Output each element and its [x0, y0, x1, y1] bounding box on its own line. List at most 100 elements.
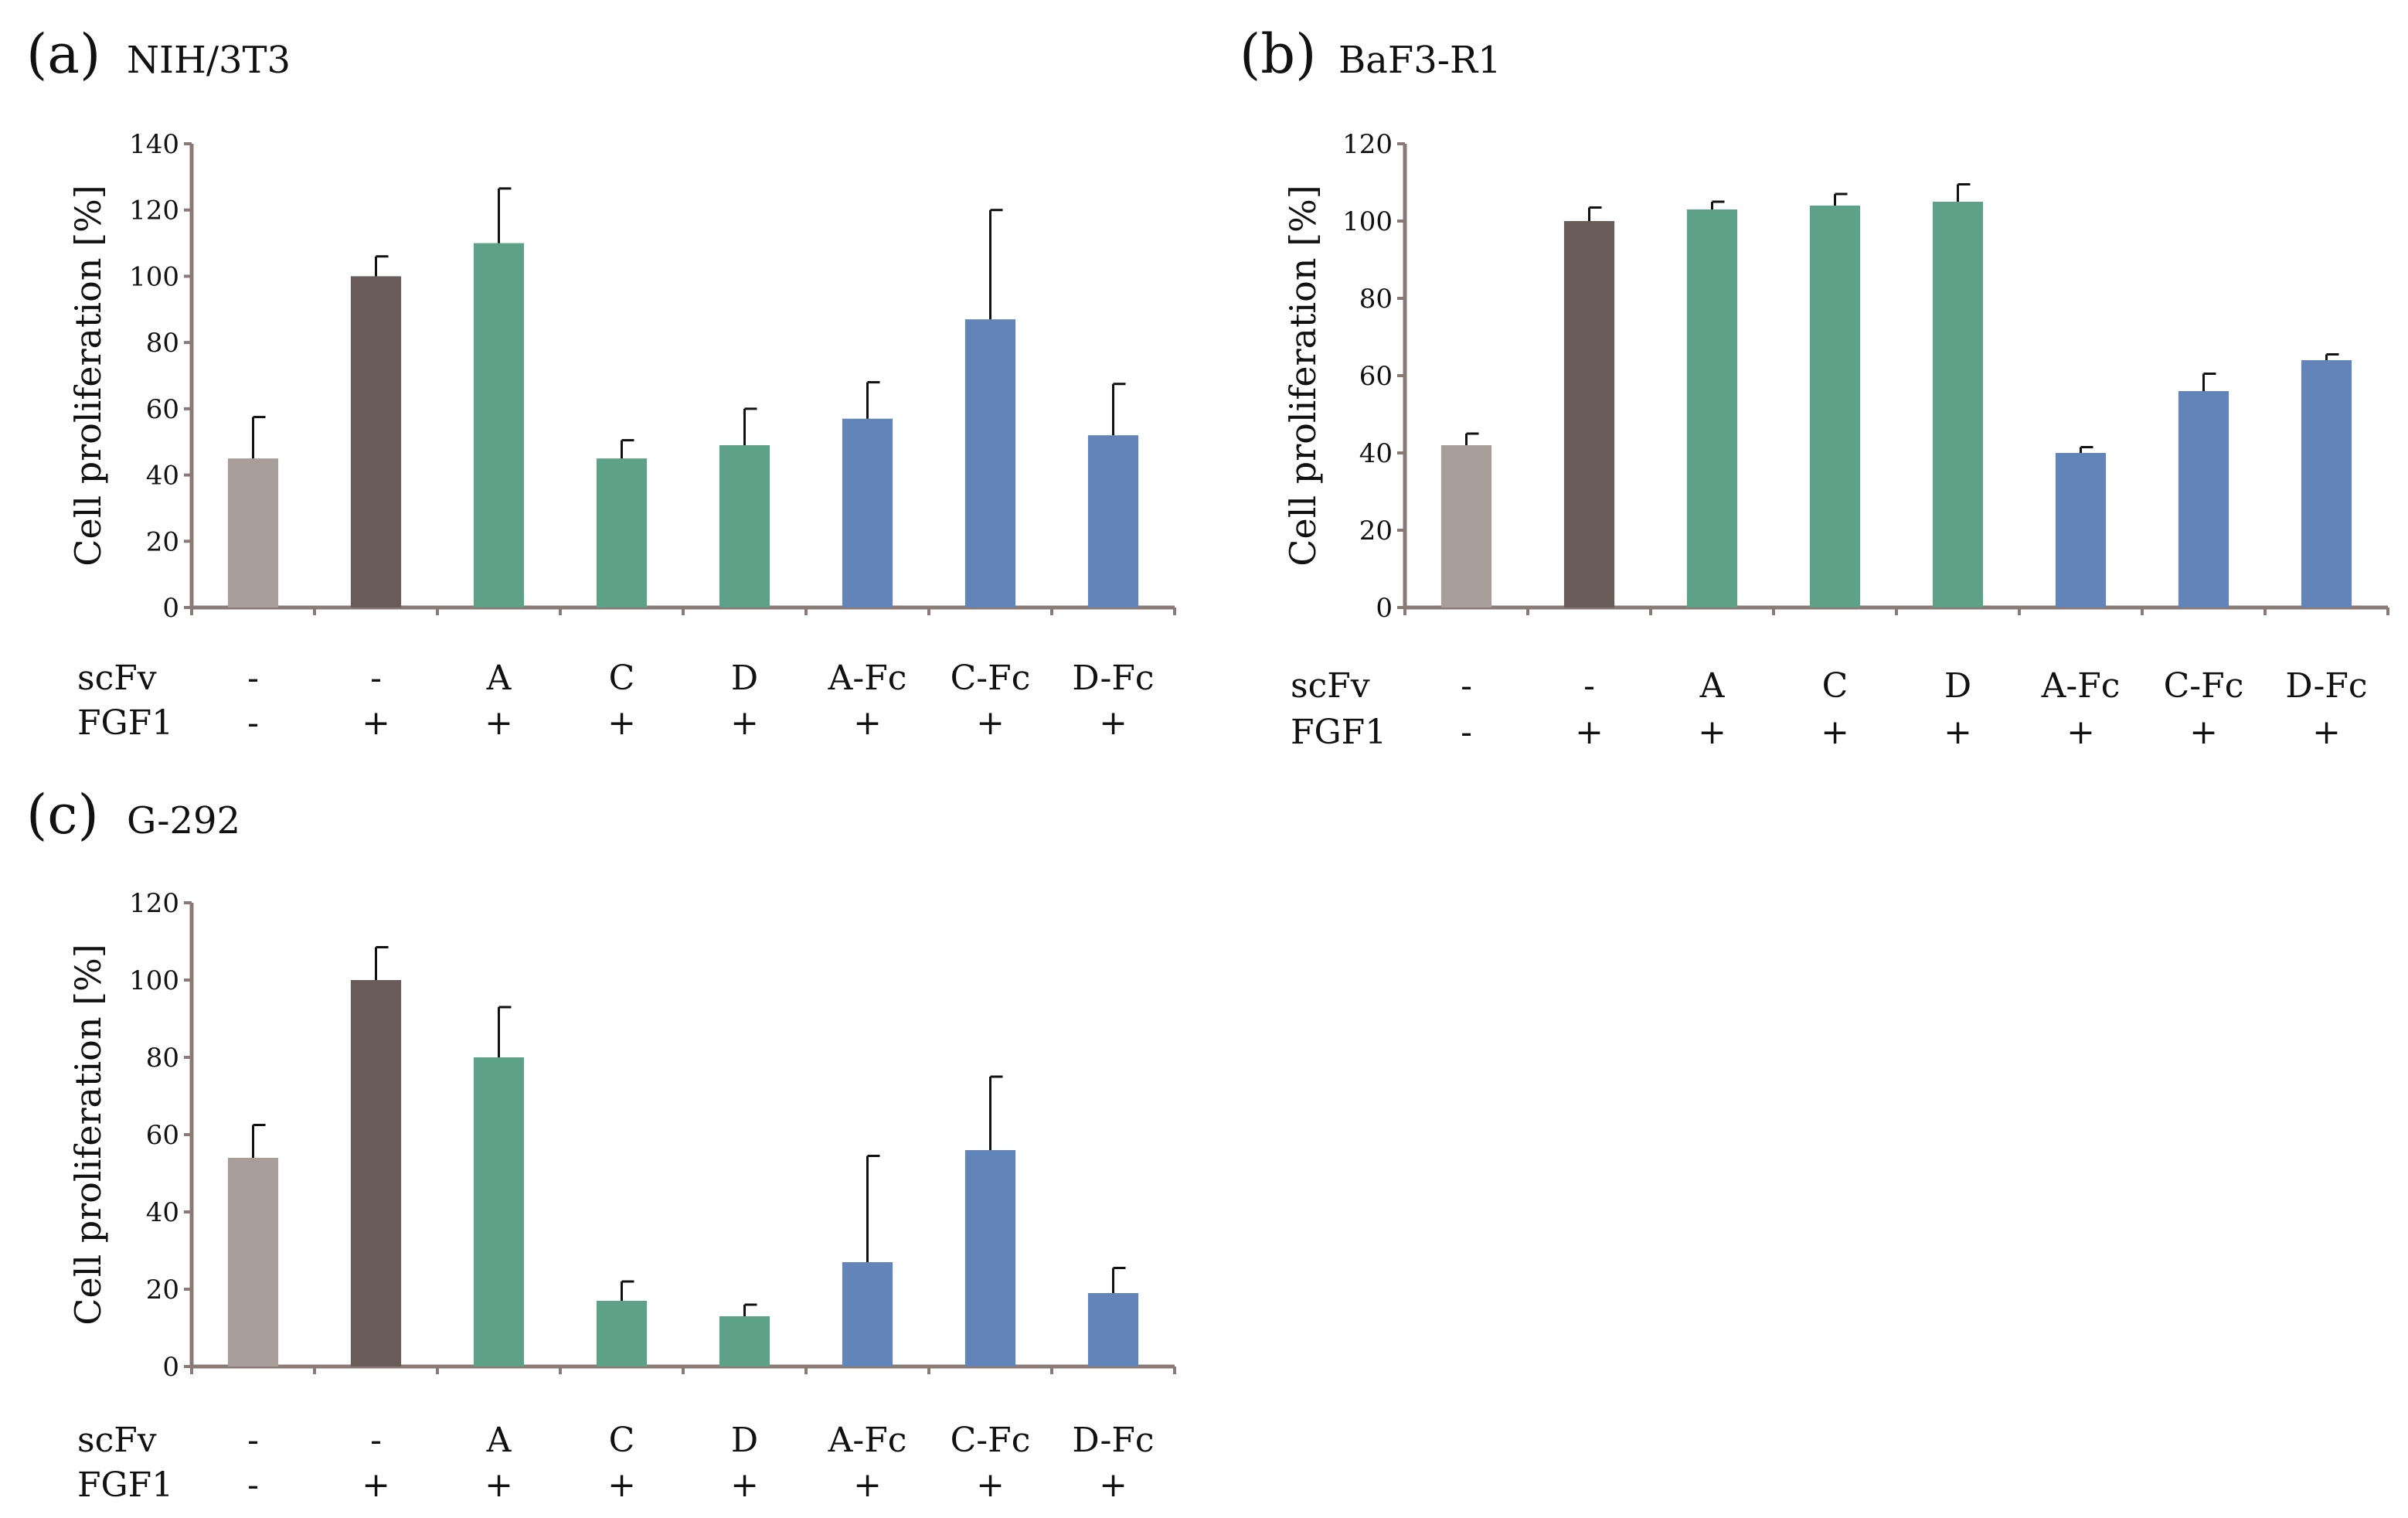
y-tick-label-a: 40: [146, 461, 179, 492]
condition-fgf1-a-2: +: [485, 703, 513, 743]
condition-scfv-c-7: D-Fc: [1072, 1421, 1154, 1460]
condition-scfv-a-7: D-Fc: [1072, 659, 1154, 698]
bar-c-3: [596, 1301, 648, 1367]
row-label-fgf1-a: FGF1: [77, 703, 173, 743]
condition-fgf1-c-6: +: [976, 1465, 1005, 1505]
condition-scfv-a-5: A-Fc: [828, 659, 907, 698]
y-axis-label-b: Cell proliferation [%]: [1282, 185, 1324, 566]
panel-letter-b: (b): [1240, 22, 1316, 86]
y-tick-label-b: 40: [1359, 438, 1393, 469]
y-tick-label-c: 40: [146, 1197, 179, 1228]
condition-fgf1-c-5: +: [853, 1465, 882, 1505]
bar-a-4: [719, 445, 770, 608]
condition-scfv-a-0: -: [247, 659, 259, 698]
condition-fgf1-b-1: +: [1575, 713, 1604, 752]
bar-c-1: [350, 980, 402, 1367]
condition-fgf1-c-0: -: [247, 1465, 259, 1505]
bar-a-1: [350, 276, 402, 608]
chart-svg-b: (b) BaF3-R1 Cell proliferation [%] 0 20 40 60 8…: [1240, 22, 2389, 752]
condition-scfv-b-2: A: [1699, 666, 1726, 706]
condition-scfv-b-1: -: [1583, 666, 1595, 706]
panel-letter-a: (a): [26, 22, 100, 86]
condition-scfv-c-0: -: [247, 1421, 259, 1460]
condition-fgf1-b-7: +: [2312, 713, 2341, 752]
condition-scfv-a-6: C-Fc: [951, 659, 1031, 698]
bar-a-7: [1087, 435, 1139, 608]
bar-c-7: [1087, 1293, 1139, 1367]
y-tick-label-a: 20: [146, 526, 179, 557]
bar-b-1: [1563, 221, 1615, 608]
condition-fgf1-a-0: -: [247, 703, 259, 743]
bar-c-0: [227, 1158, 279, 1367]
condition-scfv-c-3: C: [609, 1421, 635, 1460]
bar-b-2: [1686, 209, 1738, 608]
condition-fgf1-b-2: +: [1698, 713, 1726, 752]
bar-c-2: [473, 1057, 525, 1367]
y-tick-label-b: 0: [1376, 593, 1393, 624]
bar-b-7: [2301, 360, 2352, 608]
y-tick-label-a: 120: [129, 196, 179, 226]
y-tick-label-a: 0: [162, 593, 179, 624]
condition-scfv-b-3: C: [1822, 666, 1849, 706]
bar-c-5: [842, 1262, 893, 1367]
condition-scfv-a-4: D: [731, 659, 758, 698]
bar-b-6: [2178, 391, 2229, 608]
panel-letter-c: (c): [26, 783, 99, 846]
bar-a-3: [596, 458, 648, 608]
condition-scfv-b-7: D-Fc: [2285, 666, 2367, 706]
chart-title-a: NIH/3T3: [127, 39, 291, 82]
condition-scfv-c-5: A-Fc: [828, 1421, 907, 1460]
condition-fgf1-c-2: +: [485, 1465, 513, 1505]
bar-a-2: [473, 243, 525, 608]
y-tick-label-a: 60: [146, 394, 179, 425]
chart-panel-b: (b) BaF3-R1 Cell proliferation [%] 0 20 40 60 8…: [1206, 0, 2408, 773]
condition-scfv-b-4: D: [1944, 666, 1971, 706]
bar-c-4: [719, 1316, 770, 1367]
chart-svg-c: (c) G-292 Cell proliferation [%] 0 20 40 60 80 1…: [26, 783, 1176, 1505]
y-tick-label-a: 80: [146, 328, 179, 359]
row-label-scfv-a: scFv: [77, 659, 157, 698]
bar-b-5: [2055, 453, 2107, 608]
condition-scfv-c-1: -: [370, 1421, 382, 1460]
y-tick-label-a: 140: [129, 129, 179, 160]
row-label-scfv-b: scFv: [1291, 666, 1370, 706]
condition-fgf1-b-4: +: [1944, 713, 1972, 752]
row-label-fgf1-b: FGF1: [1291, 713, 1386, 752]
condition-fgf1-a-1: +: [362, 703, 390, 743]
chart-title-c: G-292: [127, 799, 240, 842]
y-tick-label-c: 60: [146, 1120, 179, 1151]
condition-fgf1-c-4: +: [730, 1465, 759, 1505]
row-label-fgf1-c: FGF1: [77, 1465, 173, 1505]
bar-b-4: [1932, 202, 1984, 608]
chart-svg-a: (a) NIH/3T3 Cell proliferation [%] 0 20 40 60 8…: [26, 22, 1176, 743]
y-axis-label-a: Cell proliferation [%]: [67, 185, 109, 566]
y-tick-label-c: 20: [146, 1275, 179, 1305]
condition-fgf1-a-5: +: [853, 703, 882, 743]
y-tick-label-c: 0: [162, 1352, 179, 1383]
y-tick-label-c: 100: [129, 965, 179, 996]
condition-scfv-c-2: A: [486, 1421, 512, 1460]
y-tick-label-b: 60: [1359, 361, 1393, 392]
bar-b-0: [1440, 445, 1492, 608]
condition-scfv-c-4: D: [731, 1421, 758, 1460]
y-axis-label-c: Cell proliferation [%]: [67, 944, 109, 1325]
condition-fgf1-b-5: +: [2066, 713, 2095, 752]
row-label-scfv-c: scFv: [77, 1421, 157, 1460]
condition-scfv-a-2: A: [486, 659, 512, 698]
condition-fgf1-c-3: +: [607, 1465, 636, 1505]
condition-fgf1-a-7: +: [1099, 703, 1127, 743]
bar-a-0: [227, 458, 279, 608]
y-tick-label-b: 80: [1359, 284, 1393, 315]
bar-a-6: [964, 319, 1016, 608]
bar-b-3: [1809, 206, 1861, 608]
y-tick-label-b: 20: [1359, 516, 1393, 546]
chart-title-b: BaF3-R1: [1338, 39, 1502, 82]
condition-scfv-c-6: C-Fc: [951, 1421, 1031, 1460]
condition-fgf1-a-6: +: [976, 703, 1005, 743]
y-tick-label-c: 120: [129, 888, 179, 919]
condition-fgf1-a-4: +: [730, 703, 759, 743]
condition-fgf1-c-1: +: [362, 1465, 390, 1505]
chart-panel-c: (c) G-292 Cell proliferation [%] 0 20 40 60 80 1…: [0, 757, 1206, 1518]
bar-a-5: [842, 418, 893, 608]
condition-scfv-a-3: C: [609, 659, 635, 698]
